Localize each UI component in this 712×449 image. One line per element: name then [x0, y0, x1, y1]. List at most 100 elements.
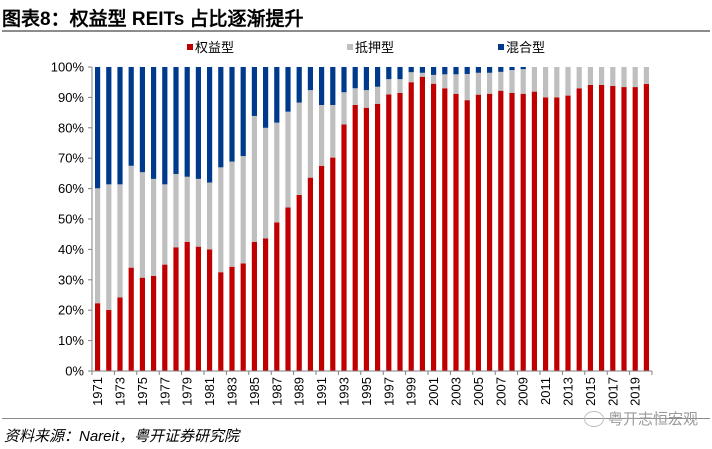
bar-1971-series-2	[95, 67, 101, 189]
bar-1990-series-0	[307, 177, 313, 371]
bar-1992-series-0	[330, 157, 336, 371]
bar-1999-series-2	[408, 67, 414, 73]
bar-1987-series-0	[274, 222, 280, 371]
bar-2005-series-0	[475, 94, 481, 371]
bar-1985-series-1	[251, 115, 257, 242]
bar-2018-series-1	[621, 67, 627, 88]
bar-2009-series-2	[520, 67, 526, 70]
bar-1972-series-1	[106, 184, 112, 310]
legend-item-hybrid: 混合型	[498, 37, 545, 56]
bar-1979-series-1	[184, 176, 190, 242]
source-note: 资料来源：Nareit，粤开证券研究院	[4, 428, 240, 445]
x-tick-label: 1997	[381, 377, 396, 406]
bar-1995-series-1	[363, 90, 369, 108]
bar-1978-series-0	[173, 247, 179, 371]
y-tick-label: 100%	[51, 60, 85, 75]
bar-2019-series-0	[632, 87, 638, 371]
x-tick-label: 2001	[426, 377, 441, 406]
x-tick-label: 2005	[471, 377, 486, 406]
legend-label-equity: 权益型	[195, 40, 235, 55]
bar-1978-series-1	[173, 174, 179, 248]
bar-1991-series-1	[319, 105, 325, 166]
bar-1974-series-1	[128, 165, 134, 268]
x-tick-label: 1977	[157, 377, 172, 406]
bar-2009-series-0	[520, 93, 526, 371]
wechat-icon	[583, 410, 604, 427]
bar-2011-series-0	[543, 97, 549, 372]
y-tick-label: 90%	[58, 90, 84, 105]
bar-2003-series-2	[453, 67, 459, 75]
bar-2018-series-0	[621, 87, 627, 371]
bar-1973-series-1	[117, 184, 123, 298]
bar-1995-series-2	[363, 67, 369, 91]
bar-2013-series-0	[565, 95, 571, 371]
bar-1989-series-0	[296, 194, 302, 371]
bar-1977-series-1	[162, 184, 168, 265]
bar-1983-series-2	[229, 67, 235, 162]
bar-1981-series-0	[207, 249, 213, 371]
x-tick-label: 2017	[605, 377, 620, 406]
bar-1984-series-0	[240, 263, 246, 371]
bar-1986-series-0	[263, 238, 269, 371]
bar-1993-series-1	[341, 92, 347, 125]
x-tick-label: 2019	[628, 377, 643, 406]
bar-1986-series-1	[263, 127, 269, 239]
bar-1979-series-2	[184, 67, 190, 177]
x-tick-label: 1985	[247, 377, 262, 406]
y-tick-label: 70%	[58, 151, 84, 166]
bar-2001-series-2	[431, 67, 437, 75]
bar-2014-series-0	[576, 88, 582, 371]
bar-1991-series-0	[319, 165, 325, 371]
bar-2002-series-1	[442, 74, 448, 89]
x-tick-label: 2007	[493, 377, 508, 406]
bar-1995-series-0	[363, 107, 369, 372]
bar-1980-series-2	[195, 67, 201, 179]
bar-1980-series-0	[195, 246, 201, 371]
bar-2004-series-2	[464, 67, 470, 74]
bar-1987-series-1	[274, 122, 280, 223]
bar-1998-series-2	[397, 67, 403, 80]
y-tick-label: 10%	[58, 333, 84, 348]
bar-1999-series-1	[408, 72, 414, 83]
bar-2009-series-1	[520, 69, 526, 94]
bar-2000-series-0	[419, 76, 425, 371]
bar-2019-series-1	[632, 67, 638, 88]
bar-1982-series-0	[218, 272, 224, 371]
bar-1973-series-2	[117, 67, 123, 185]
bar-2002-series-0	[442, 88, 448, 371]
y-axis: 0% 10% 20% 30% 40% 50% 60% 70% 80% 90% 100%	[51, 60, 93, 379]
bars-group	[95, 67, 649, 372]
bar-2010-series-0	[531, 91, 537, 372]
bar-1993-series-2	[341, 67, 347, 93]
bar-1980-series-1	[195, 178, 201, 247]
bar-1977-series-0	[162, 264, 168, 371]
bar-1997-series-0	[386, 94, 392, 372]
bar-2000-series-1	[419, 72, 425, 77]
bar-1975-series-0	[139, 277, 145, 371]
bar-2007-series-1	[498, 71, 504, 91]
bar-2004-series-1	[464, 73, 470, 101]
bar-1972-series-2	[106, 67, 112, 185]
y-tick-label: 40%	[58, 242, 84, 257]
bar-2005-series-1	[475, 72, 481, 95]
bar-2008-series-0	[509, 92, 515, 371]
y-tick-label: 50%	[58, 212, 84, 227]
x-tick-label: 2009	[516, 377, 531, 406]
x-tick-label: 1987	[269, 377, 284, 406]
bar-2003-series-0	[453, 93, 459, 371]
bar-2004-series-0	[464, 100, 470, 371]
bar-1984-series-2	[240, 67, 246, 157]
bar-1990-series-1	[307, 90, 313, 178]
legend-item-equity: 权益型	[187, 37, 234, 56]
x-tick-label: 1983	[225, 377, 240, 406]
y-tick-label: 60%	[58, 181, 84, 196]
bar-1974-series-0	[128, 267, 134, 371]
bar-1984-series-1	[240, 156, 246, 264]
bar-1973-series-0	[117, 297, 123, 371]
bar-2007-series-0	[498, 90, 504, 372]
bar-1997-series-1	[386, 79, 392, 95]
legend-swatch-equity	[187, 43, 193, 50]
bar-2008-series-1	[509, 70, 515, 93]
bar-2012-series-0	[554, 97, 560, 372]
